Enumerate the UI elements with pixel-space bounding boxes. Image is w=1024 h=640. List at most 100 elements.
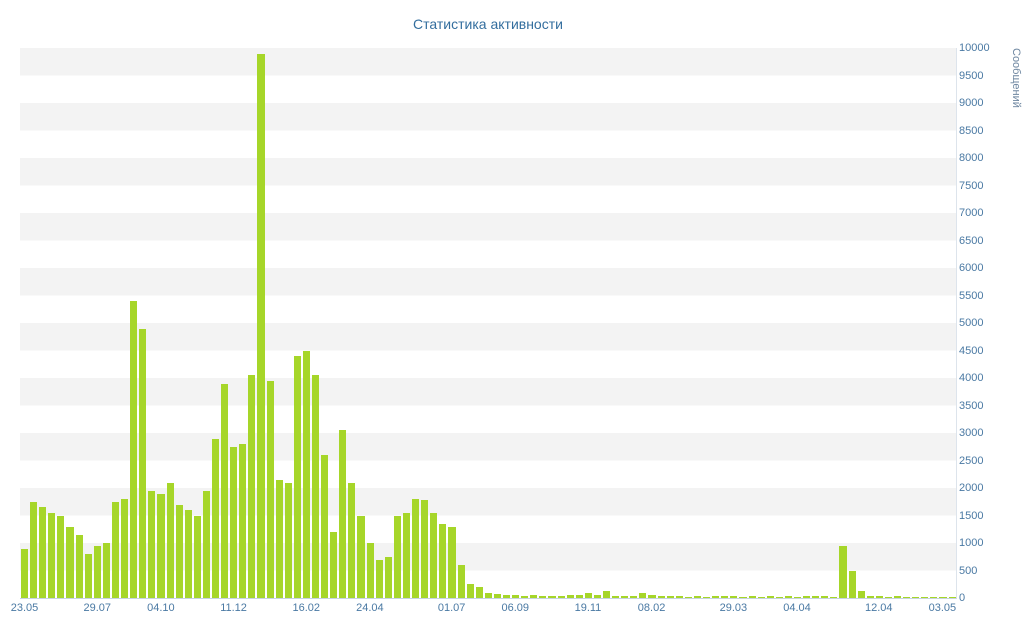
bar <box>257 53 265 598</box>
y-tick-label: 5000 <box>959 317 984 329</box>
bar <box>230 446 238 598</box>
bar <box>430 512 438 598</box>
x-tick-label: 29.03 <box>719 602 748 614</box>
bar <box>302 350 310 598</box>
bar <box>248 375 256 598</box>
bar <box>457 565 465 598</box>
bar <box>266 380 274 598</box>
bar <box>66 526 74 598</box>
bar <box>412 499 420 598</box>
bar <box>330 532 338 598</box>
x-axis-labels: 23.05 29.07 04.10 11.12 16.02 24.04 01.07 06.09… <box>11 602 957 618</box>
bar <box>603 590 611 598</box>
bar <box>384 556 392 598</box>
bar <box>293 356 301 598</box>
bar <box>930 597 938 598</box>
y-tick-label: 4500 <box>959 344 984 357</box>
y-tick-label: 4000 <box>959 372 984 384</box>
bar <box>666 595 674 598</box>
y-tick-label: 7500 <box>959 179 984 192</box>
bar <box>566 595 574 598</box>
bar <box>575 594 583 598</box>
y-tick-label: 3000 <box>959 427 984 439</box>
x-tick-label: 01.07 <box>437 602 466 614</box>
x-tick-label: 11.12 <box>220 602 247 614</box>
bar <box>703 596 711 598</box>
bar <box>493 593 501 598</box>
y-tick-label: 3500 <box>959 399 984 412</box>
bar <box>784 596 792 598</box>
bar <box>539 595 547 598</box>
bar <box>30 501 38 598</box>
bar <box>148 490 156 598</box>
chart-title: Статистика активности <box>413 16 563 32</box>
x-tick-label: 29.07 <box>83 602 111 614</box>
bar <box>739 596 747 598</box>
bar <box>730 596 738 598</box>
y-axis-title: Сообщений <box>1010 48 1022 108</box>
bar <box>803 596 811 598</box>
bar <box>375 559 383 598</box>
bar <box>884 596 892 598</box>
y-tick-label: 6000 <box>959 262 984 274</box>
bar <box>121 499 129 598</box>
x-tick-label: 12.04 <box>864 602 893 614</box>
bar <box>548 596 556 598</box>
bar <box>484 592 492 598</box>
x-tick-label: 04.04 <box>783 602 811 614</box>
bar <box>693 596 702 598</box>
y-tick-label: 9500 <box>959 69 984 82</box>
y-tick-label: 1500 <box>959 509 984 522</box>
bar <box>903 596 911 598</box>
y-axis-labels: 0 500 1000 1500 2000 2500 3000 3500 4000 4500 5000… <box>959 42 1003 604</box>
bar <box>875 596 883 598</box>
x-tick-label: 16.02 <box>292 602 321 614</box>
y-tick-label: 8500 <box>959 124 984 137</box>
bar <box>857 591 865 598</box>
bar <box>521 595 529 598</box>
bar <box>284 482 292 598</box>
bar <box>612 595 620 598</box>
bar <box>275 479 283 598</box>
bar <box>712 596 720 598</box>
x-tick-label: 06.09 <box>501 602 530 614</box>
bar <box>448 526 456 598</box>
bar <box>657 596 665 598</box>
y-tick-label: 8000 <box>959 152 984 164</box>
bar <box>184 510 192 598</box>
bar <box>757 596 765 598</box>
bar <box>21 548 29 598</box>
bar <box>166 482 174 598</box>
bar <box>866 595 874 598</box>
bar <box>421 500 429 598</box>
bar <box>684 596 692 598</box>
y-tick-label: 0 <box>959 592 966 604</box>
bar <box>175 504 183 598</box>
plot-area <box>20 48 957 599</box>
y-tick-label: 1000 <box>959 537 984 549</box>
bar <box>812 595 820 598</box>
bar <box>948 597 956 598</box>
bar <box>321 455 329 598</box>
bar <box>675 596 683 598</box>
bar <box>130 301 138 598</box>
y-tick-label: 2000 <box>959 482 984 494</box>
bar <box>439 523 447 598</box>
bar <box>93 545 101 598</box>
bar <box>402 512 411 598</box>
x-tick-label: 24.04 <box>356 602 384 614</box>
bar <box>339 430 347 598</box>
bar <box>748 596 756 598</box>
y-tick-label: 5500 <box>959 289 984 302</box>
bar <box>530 595 538 598</box>
bar <box>211 438 220 598</box>
bar <box>839 545 847 598</box>
bar <box>921 596 929 598</box>
bar <box>793 596 802 598</box>
bar <box>48 512 56 598</box>
bar <box>512 595 520 598</box>
bar <box>57 515 65 598</box>
bar <box>221 383 229 598</box>
x-tick-label: 03.05 <box>928 602 957 614</box>
